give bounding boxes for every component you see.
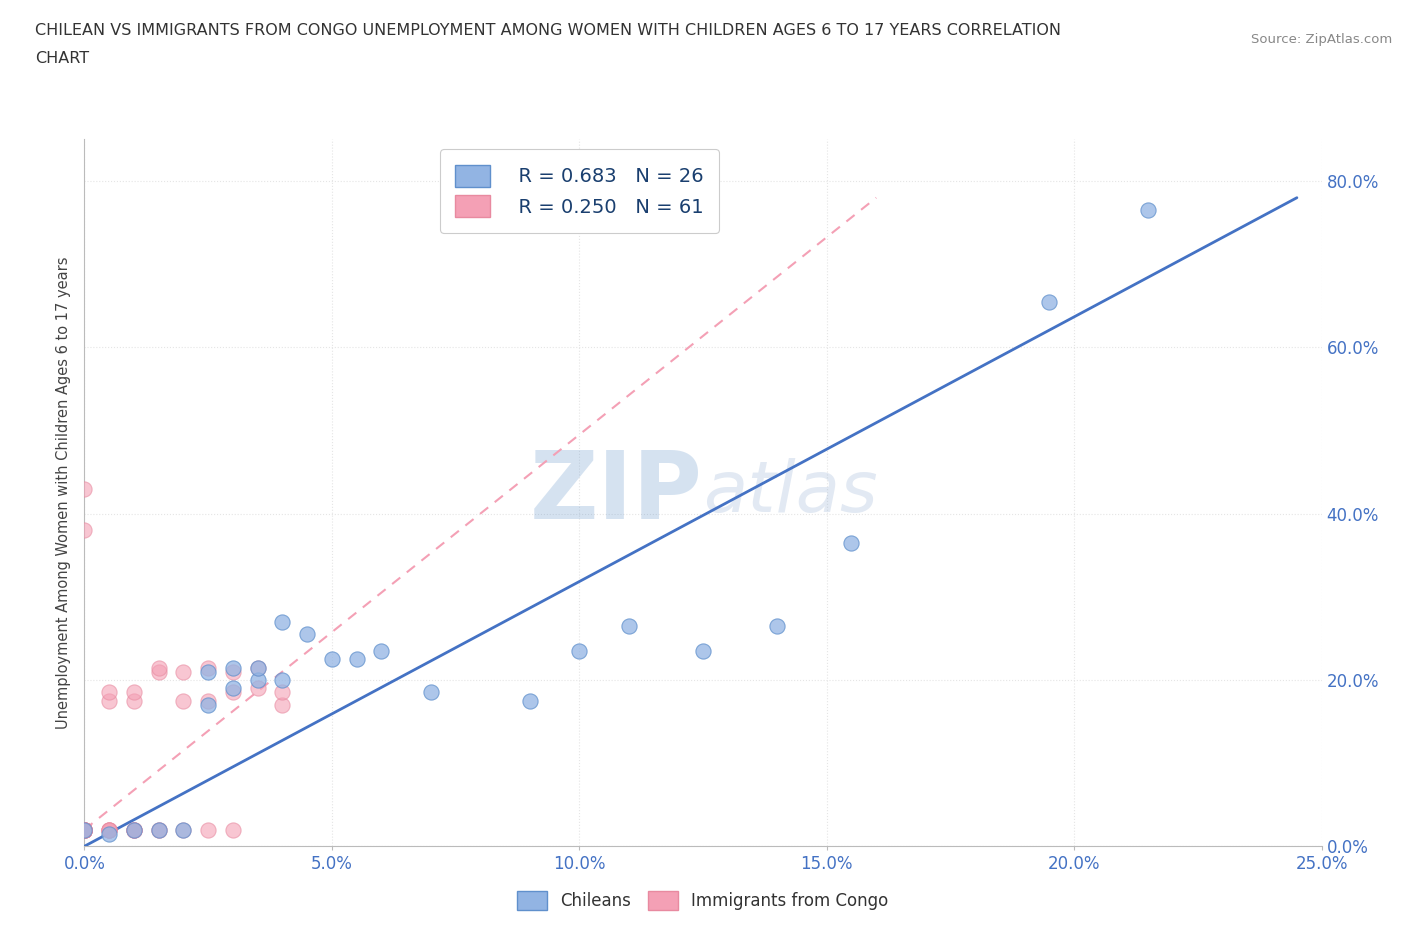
Point (73, 822, 96, 837)
Point (73, 822, 96, 837)
Point (419, 685, 441, 700)
Point (73, 822, 96, 837)
Y-axis label: Unemployment Among Women with Children Ages 6 to 17 years: Unemployment Among Women with Children A… (56, 257, 72, 729)
Point (172, 822, 194, 837)
Point (122, 685, 145, 700)
Point (222, 681, 245, 696)
Point (73, 822, 96, 837)
Text: CHILEAN VS IMMIGRANTS FROM CONGO UNEMPLOYMENT AMONG WOMEN WITH CHILDREN AGES 6 T: CHILEAN VS IMMIGRANTS FROM CONGO UNEMPLO… (35, 23, 1062, 38)
Point (197, 698, 219, 712)
Point (73, 822, 96, 837)
Point (73, 822, 96, 837)
Point (766, 618, 789, 633)
Point (246, 681, 269, 696)
Point (841, 536, 863, 551)
Point (98, 822, 121, 837)
Point (148, 822, 170, 837)
Point (73, 822, 96, 837)
Point (222, 660, 245, 675)
Point (73, 822, 96, 837)
Point (73, 822, 96, 837)
Point (73, 523, 96, 538)
Point (122, 822, 145, 837)
Point (148, 822, 170, 837)
Point (246, 660, 269, 675)
Point (73, 822, 96, 837)
Point (98, 822, 121, 837)
Point (197, 822, 219, 837)
Point (692, 644, 714, 658)
Point (73, 822, 96, 837)
Point (73, 822, 96, 837)
Point (148, 822, 170, 837)
Point (122, 822, 145, 837)
Text: Source: ZipAtlas.com: Source: ZipAtlas.com (1251, 33, 1392, 46)
Point (172, 694, 194, 709)
Point (222, 685, 245, 700)
Point (73, 822, 96, 837)
Point (1137, 203, 1160, 218)
Point (122, 822, 145, 837)
Text: ZIP: ZIP (530, 447, 703, 538)
Point (98, 685, 121, 700)
Point (1038, 294, 1060, 309)
Point (295, 627, 318, 642)
Point (271, 615, 294, 630)
Legend:   R = 0.683   N = 26,   R = 0.250   N = 61: R = 0.683 N = 26, R = 0.250 N = 61 (440, 149, 718, 233)
Point (73, 822, 96, 837)
Point (73, 482, 96, 497)
Point (73, 822, 96, 837)
Point (568, 644, 591, 658)
Point (73, 822, 96, 837)
Point (519, 694, 541, 709)
Point (73, 822, 96, 837)
Point (148, 664, 170, 679)
Point (197, 664, 219, 679)
Point (73, 822, 96, 837)
Point (172, 822, 194, 837)
Point (122, 822, 145, 837)
Point (73, 822, 96, 837)
Text: atlas: atlas (703, 458, 877, 527)
Point (73, 822, 96, 837)
Point (73, 822, 96, 837)
Point (98, 827, 121, 842)
Point (98, 694, 121, 709)
Point (98, 822, 121, 837)
Point (122, 694, 145, 709)
Point (172, 664, 194, 679)
Point (222, 664, 245, 679)
Point (98, 822, 121, 837)
Point (73, 822, 96, 837)
Point (617, 618, 640, 633)
Point (346, 652, 368, 667)
Point (222, 822, 245, 837)
Point (73, 822, 96, 837)
Point (73, 822, 96, 837)
Point (271, 685, 294, 700)
Point (246, 660, 269, 675)
Point (122, 822, 145, 837)
Point (73, 822, 96, 837)
Point (246, 672, 269, 687)
Point (197, 694, 219, 709)
Point (370, 644, 392, 658)
Point (73, 822, 96, 837)
Point (73, 822, 96, 837)
Text: CHART: CHART (35, 51, 89, 66)
Point (321, 652, 343, 667)
Point (271, 698, 294, 712)
Point (73, 822, 96, 837)
Point (197, 660, 219, 675)
Legend: Chileans, Immigrants from Congo: Chileans, Immigrants from Congo (510, 884, 896, 917)
Point (148, 660, 170, 675)
Point (73, 822, 96, 837)
Point (73, 822, 96, 837)
Point (271, 672, 294, 687)
Point (73, 822, 96, 837)
